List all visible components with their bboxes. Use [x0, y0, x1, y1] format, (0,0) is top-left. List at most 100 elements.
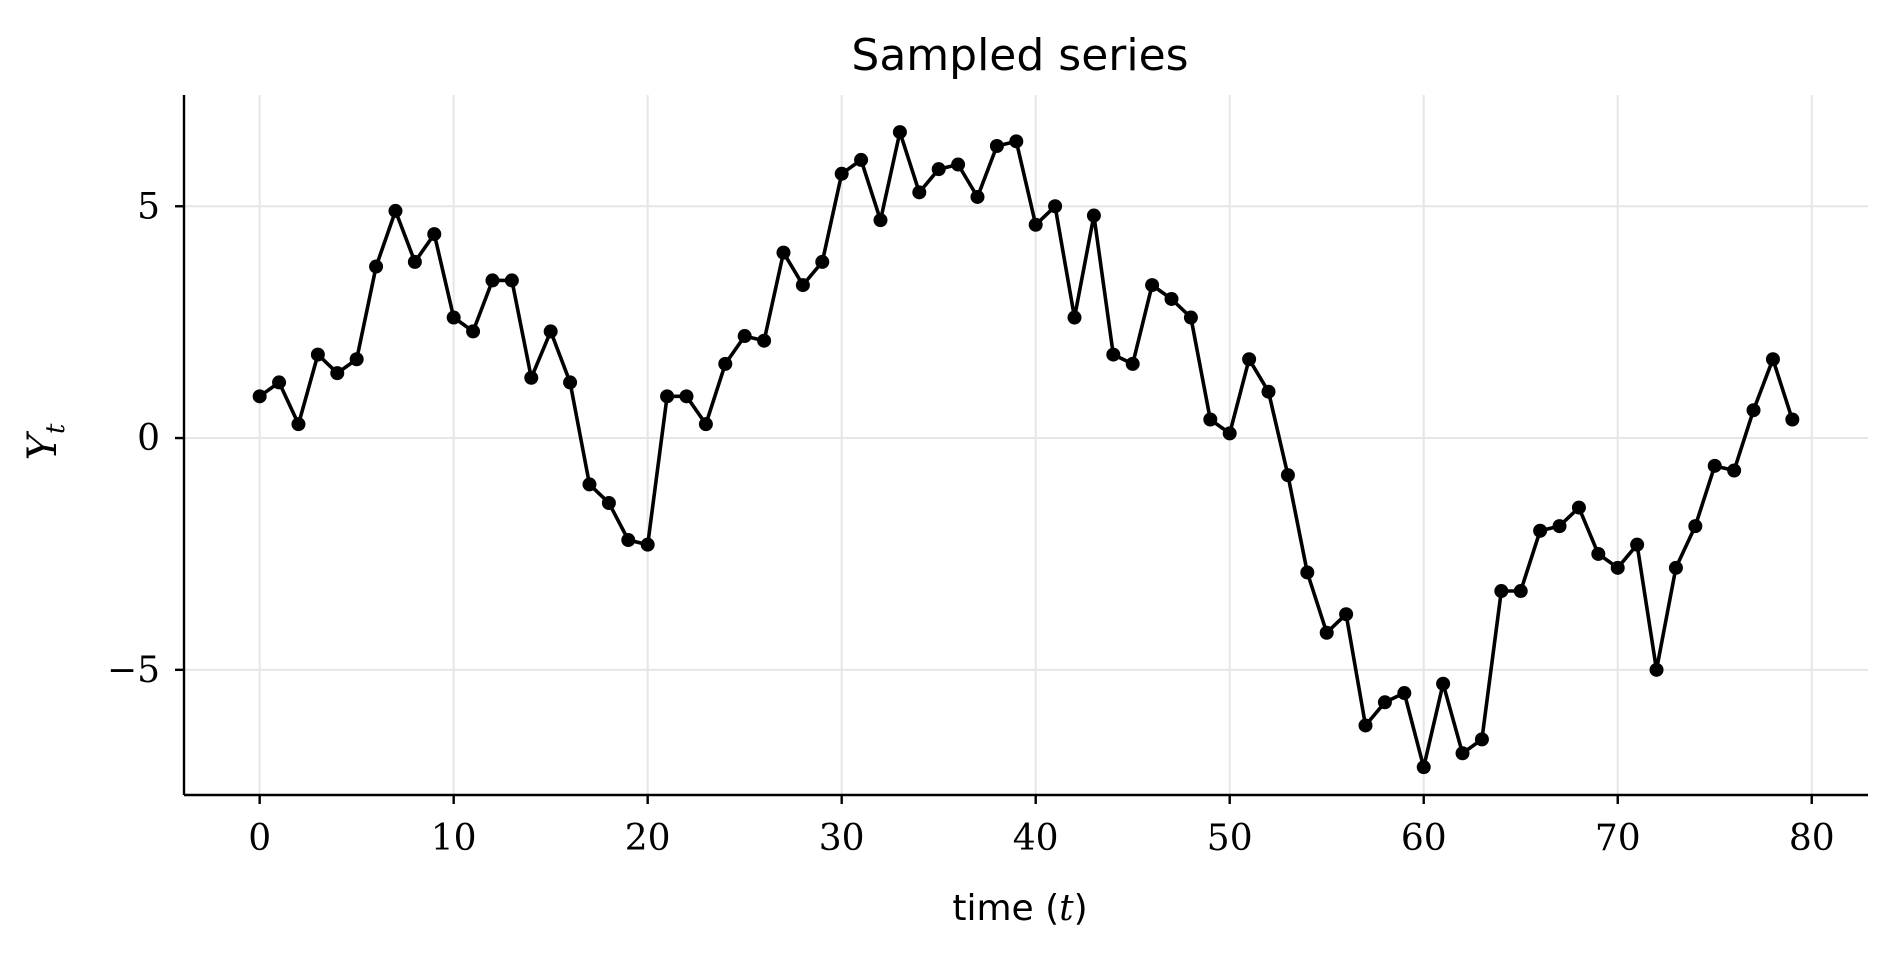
data-point	[1707, 458, 1722, 473]
data-point	[1164, 291, 1179, 306]
data-point	[1339, 607, 1354, 622]
x-axis-label: time (t)	[952, 888, 1087, 929]
data-point	[1028, 217, 1043, 232]
data-point	[834, 166, 849, 181]
data-point	[407, 254, 422, 269]
series-line	[258, 130, 1795, 769]
data-point	[1785, 412, 1800, 427]
data-point	[369, 259, 384, 274]
data-point	[330, 366, 345, 381]
data-point	[1067, 310, 1082, 325]
data-point	[504, 273, 519, 288]
data-point	[582, 477, 597, 492]
data-point	[1125, 356, 1140, 371]
data-point	[524, 370, 539, 385]
data-point	[1397, 686, 1412, 701]
data-point	[1610, 560, 1625, 575]
data-point	[640, 537, 655, 552]
data-point	[1474, 732, 1489, 747]
data-point	[1086, 208, 1101, 223]
data-points	[252, 125, 1800, 775]
data-point	[718, 356, 733, 371]
data-point	[1746, 403, 1761, 418]
data-point	[1513, 584, 1528, 599]
data-point	[795, 278, 810, 293]
data-point	[1319, 625, 1334, 640]
x-tick-label: 60	[1401, 818, 1447, 859]
y-tick-label: 5	[137, 186, 160, 227]
data-point	[1436, 676, 1451, 691]
data-point	[1203, 412, 1218, 427]
data-point	[621, 533, 636, 548]
data-point	[1009, 134, 1024, 149]
x-tick-label: 10	[431, 818, 477, 859]
data-point	[970, 189, 985, 204]
x-tick-label: 20	[625, 818, 671, 859]
data-point	[252, 389, 267, 404]
data-point	[1765, 352, 1780, 367]
x-axis-label-text: time (	[952, 888, 1059, 929]
data-point	[466, 324, 481, 339]
grid	[184, 95, 1868, 795]
data-point	[1533, 523, 1548, 538]
data-point	[1571, 500, 1586, 515]
x-tick-label: 80	[1789, 818, 1835, 859]
x-axis-label-var: t	[1059, 888, 1074, 929]
data-point	[310, 347, 325, 362]
data-point	[1048, 199, 1063, 214]
data-point	[1649, 662, 1664, 677]
data-point	[601, 495, 616, 510]
y-tick-label: 0	[137, 418, 160, 459]
data-point	[1494, 584, 1509, 599]
x-tick-label: 40	[1013, 818, 1059, 859]
data-point	[543, 324, 558, 339]
data-point	[854, 152, 869, 167]
data-point	[815, 254, 830, 269]
data-point	[1455, 746, 1470, 761]
data-point	[776, 245, 791, 260]
data-point	[912, 185, 927, 200]
data-point	[1145, 278, 1160, 293]
data-point	[1630, 537, 1645, 552]
data-point	[1280, 468, 1295, 483]
data-point	[1358, 718, 1373, 733]
data-point	[931, 162, 946, 177]
x-tick-label: 70	[1595, 818, 1641, 859]
data-point	[427, 227, 442, 242]
data-point	[1242, 352, 1257, 367]
data-point	[388, 203, 403, 218]
data-point	[1377, 695, 1392, 710]
x-tick-label: 0	[248, 818, 271, 859]
data-point	[698, 417, 713, 432]
data-point	[989, 138, 1004, 153]
data-point	[563, 375, 578, 390]
data-point	[446, 310, 461, 325]
y-axis-label-main: Y	[20, 430, 66, 460]
data-point	[1668, 560, 1683, 575]
y-ticks: −5 0 5	[107, 186, 184, 691]
data-point	[1183, 310, 1198, 325]
y-axis-label: Yt	[20, 423, 71, 460]
data-point	[349, 352, 364, 367]
data-point	[1591, 546, 1606, 561]
y-axis-label-sub: t	[41, 423, 71, 434]
y-tick-label: −5	[107, 650, 160, 691]
data-point	[660, 389, 675, 404]
data-point	[1261, 384, 1276, 399]
data-point	[1552, 519, 1567, 534]
data-point	[1300, 565, 1315, 580]
chart-title: Sampled series	[851, 30, 1188, 81]
data-point	[1416, 760, 1431, 775]
data-point	[1106, 347, 1121, 362]
data-point	[737, 329, 752, 344]
data-point	[272, 375, 287, 390]
x-ticks: 0 10 20 30 40 50 60 70 80	[248, 795, 1835, 859]
data-point	[291, 417, 306, 432]
data-point	[951, 157, 966, 172]
data-point	[892, 125, 907, 140]
data-point	[873, 213, 888, 228]
x-tick-label: 30	[819, 818, 865, 859]
x-tick-label: 50	[1207, 818, 1253, 859]
data-point	[485, 273, 500, 288]
